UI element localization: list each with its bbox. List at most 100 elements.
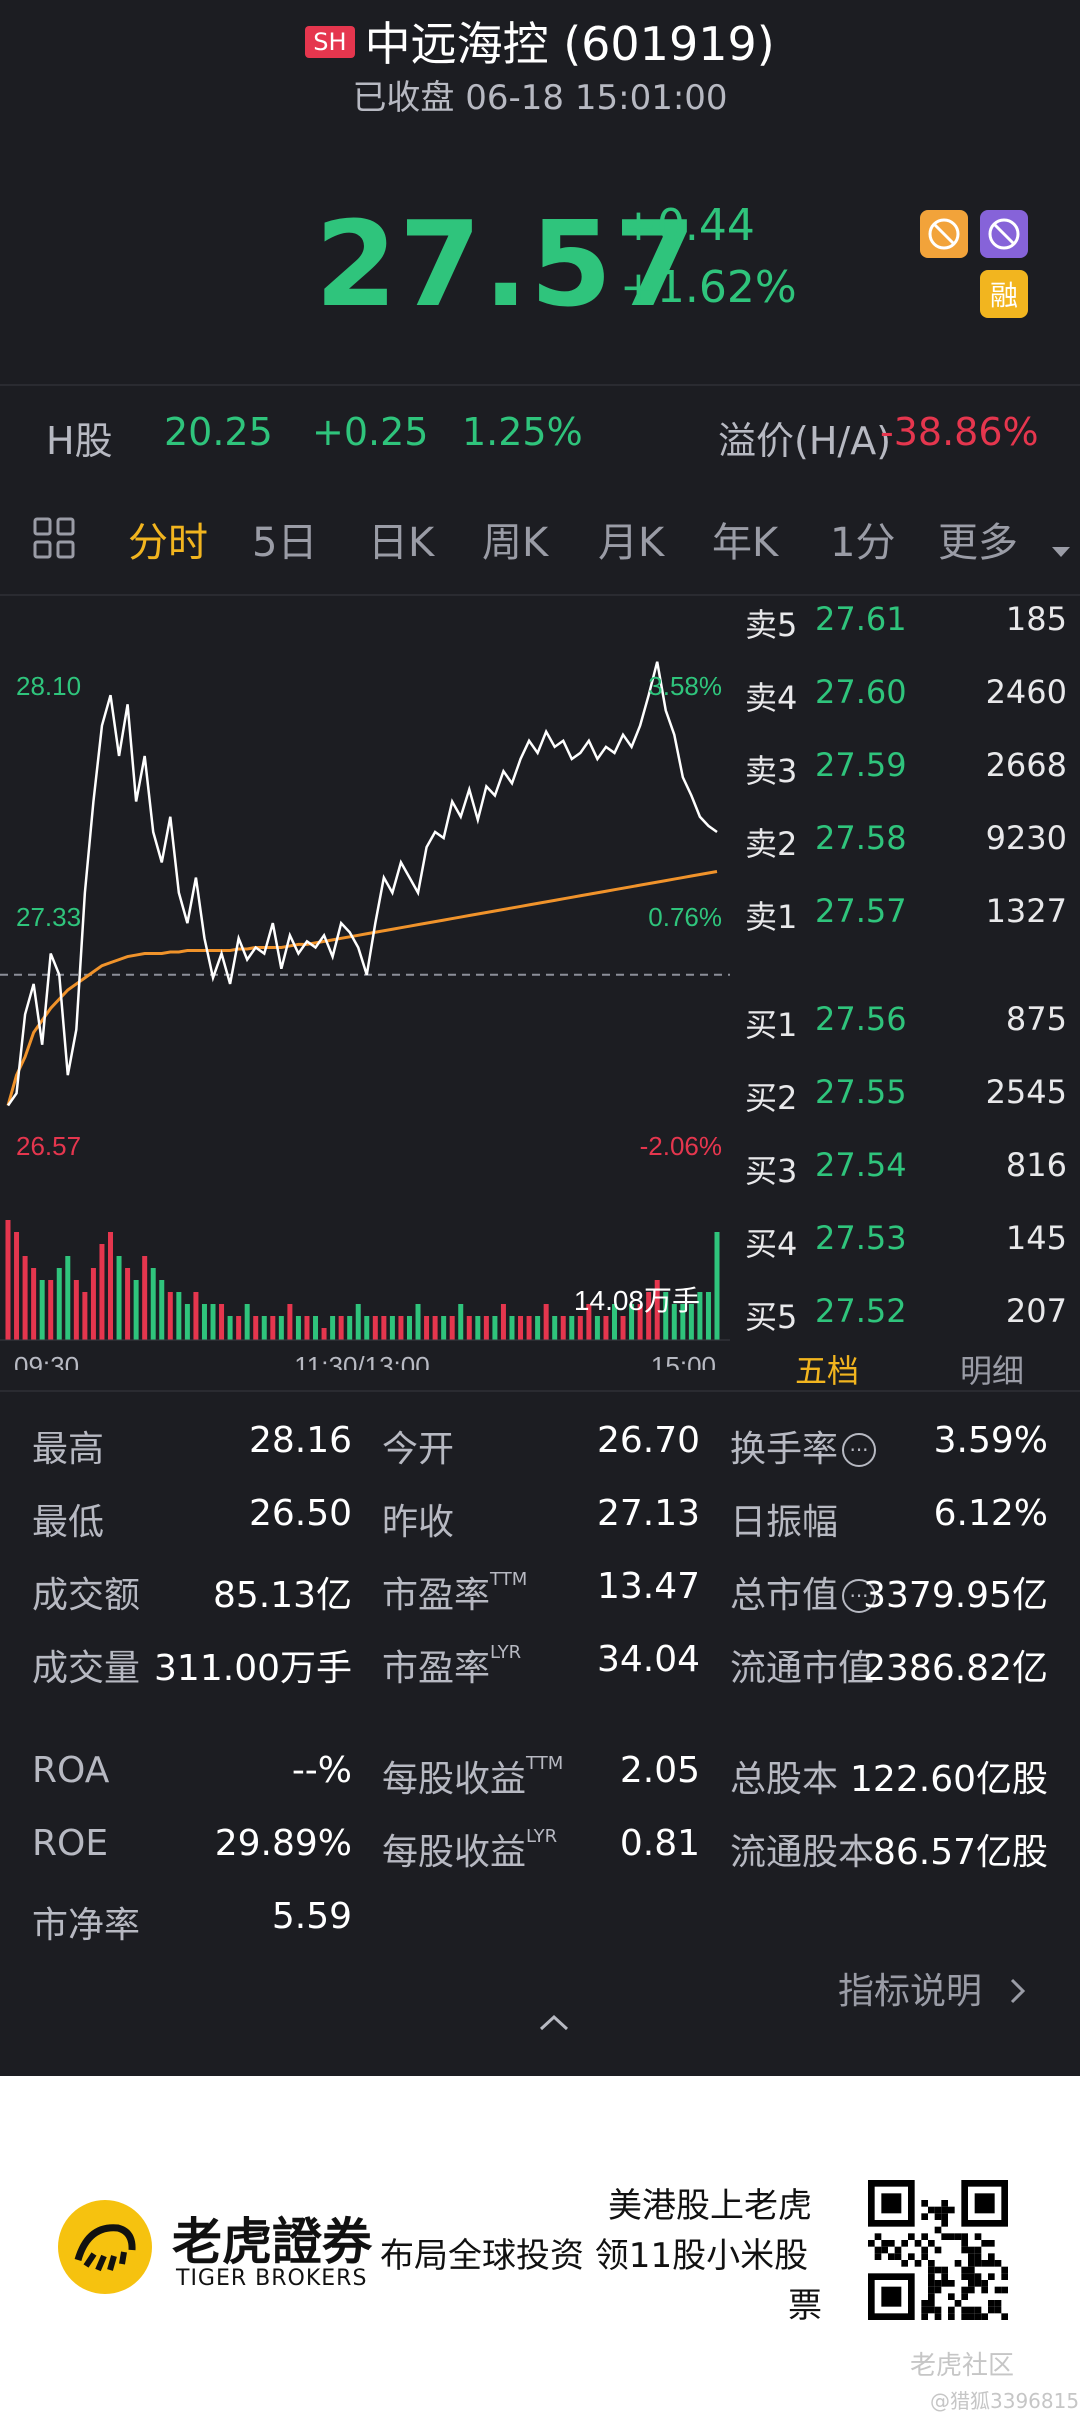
h-share-row[interactable]: H股 20.25 +0.25 1.25% 溢价(H/A) -38.86%	[0, 410, 1080, 470]
stat-label-superscript: TTM	[490, 1569, 528, 1590]
volume-bar	[654, 1280, 660, 1340]
volume-bar	[372, 1316, 378, 1340]
volume-bar	[355, 1304, 361, 1340]
stock-name: 中远海控 (601919)	[364, 17, 775, 71]
no-buy-icon[interactable]	[980, 210, 1028, 258]
qr-module	[901, 2240, 908, 2247]
qr-module	[934, 2226, 942, 2234]
stat-item: 市净率 5.59	[32, 1896, 352, 1956]
ad-slogan-line3: 票	[788, 2286, 822, 2326]
order-book-row: 卖5 27.61 185	[745, 600, 1075, 660]
tab-intraday[interactable]: 分时	[128, 520, 208, 566]
volume-bar	[620, 1316, 626, 1340]
stat-value: 27.13	[596, 1493, 700, 1534]
qr-module	[961, 2313, 968, 2320]
order-volume: 2545	[985, 1073, 1067, 1111]
tab-more[interactable]: 更多	[938, 520, 1018, 566]
stat-label: 流通市值	[730, 1639, 874, 1691]
qr-module	[961, 2306, 968, 2314]
qr-module	[974, 2313, 982, 2320]
qr-module	[948, 2233, 955, 2240]
price-line	[6, 661, 718, 1107]
info-icon[interactable]: ···	[842, 1579, 877, 1613]
order-volume: 185	[1005, 600, 1067, 638]
tab-1min[interactable]: 1分	[830, 520, 896, 566]
volume-bar	[304, 1316, 310, 1340]
stat-value: 29.89%	[214, 1823, 352, 1864]
stat-item: 市盈率TTM 13.47	[382, 1566, 700, 1626]
volume-bar	[142, 1256, 148, 1340]
intraday-chart[interactable]: 28.10 27.33 26.57 3.58% 0.76% -2.06% 14.08万手 09…	[0, 600, 740, 1370]
volume-bar	[133, 1280, 139, 1340]
stat-label: 每股收益TTM	[382, 1750, 563, 1802]
qr-finder-module	[881, 2193, 902, 2214]
chevron-down-icon[interactable]	[1050, 524, 1072, 570]
tiger-logo-icon	[58, 2200, 152, 2294]
volume-bar	[552, 1316, 558, 1340]
order-level-label: 卖4	[745, 679, 798, 717]
stat-item: 流通股本 86.57亿股	[730, 1823, 1048, 1883]
qr-module	[941, 2220, 948, 2227]
tab-yearly-k[interactable]: 年K	[712, 520, 779, 566]
margin-tag[interactable]: 融	[980, 270, 1028, 318]
qr-module	[894, 2246, 902, 2254]
stat-item: 最低 26.50	[32, 1493, 352, 1553]
volume-bar	[295, 1316, 301, 1340]
qr-module	[994, 2300, 1002, 2307]
qr-module	[928, 2293, 935, 2300]
volume-bar	[432, 1316, 438, 1340]
tab-5day[interactable]: 5日	[252, 520, 318, 566]
volume-label: 14.08万手	[574, 1285, 700, 1316]
volume-bar	[483, 1316, 489, 1340]
price-axis-mid: 27.33	[16, 902, 81, 932]
order-volume: 2460	[985, 673, 1067, 711]
volume-bar	[48, 1280, 54, 1340]
volume-bar	[688, 1304, 694, 1340]
tab-five-levels[interactable]: 五档	[795, 1352, 860, 1390]
stat-label-text: 最高	[32, 1429, 105, 1470]
qr-module	[928, 2240, 935, 2247]
volume-bar	[31, 1268, 37, 1340]
indicator-explanation-link[interactable]: 指标说明	[838, 1962, 1029, 2014]
tab-weekly-k[interactable]: 周K	[482, 520, 549, 566]
qr-module	[941, 2233, 948, 2240]
qr-module	[994, 2260, 1002, 2267]
order-level-label: 卖5	[745, 606, 798, 644]
volume-bar	[116, 1256, 122, 1340]
stat-item: 昨收 27.13	[382, 1493, 700, 1553]
stat-value: 0.81	[619, 1823, 700, 1864]
volume-bar	[338, 1316, 344, 1340]
tab-daily-k[interactable]: 日K	[368, 520, 435, 566]
qr-module	[981, 2286, 988, 2294]
volume-bar	[663, 1292, 669, 1340]
pct-axis-mid: 0.76%	[648, 902, 722, 932]
info-icon[interactable]: ···	[842, 1433, 877, 1467]
volume-bar	[389, 1316, 395, 1340]
order-level-label: 买3	[745, 1152, 798, 1190]
volume-bar	[184, 1304, 190, 1340]
price-axis-low: 26.57	[16, 1131, 81, 1161]
tab-trade-detail[interactable]: 明细	[960, 1352, 1025, 1390]
qr-module	[934, 2213, 942, 2220]
volume-bar	[535, 1316, 541, 1340]
order-price: 27.61	[815, 600, 907, 638]
qr-module	[881, 2240, 888, 2247]
tab-monthly-k[interactable]: 月K	[598, 520, 665, 566]
qr-module	[974, 2260, 982, 2267]
order-book-row: 买1 27.56 875	[745, 1000, 1075, 1060]
qr-module	[941, 2280, 948, 2287]
volume-bar	[167, 1292, 173, 1340]
chevron-right-icon	[1011, 1978, 1026, 2004]
volume-bar	[210, 1304, 216, 1340]
qr-module	[968, 2260, 975, 2267]
stat-label-superscript: LYR	[490, 1642, 522, 1663]
grid-menu-icon[interactable]	[32, 516, 76, 570]
qr-module	[961, 2286, 968, 2294]
collapse-arrow-icon[interactable]	[537, 2012, 571, 2034]
volume-bar	[150, 1268, 156, 1340]
order-price: 27.57	[815, 892, 907, 930]
qr-module	[961, 2293, 968, 2300]
no-short-icon[interactable]	[920, 210, 968, 258]
qr-module	[928, 2206, 935, 2214]
order-book-row: 卖1 27.57 1327	[745, 892, 1075, 952]
